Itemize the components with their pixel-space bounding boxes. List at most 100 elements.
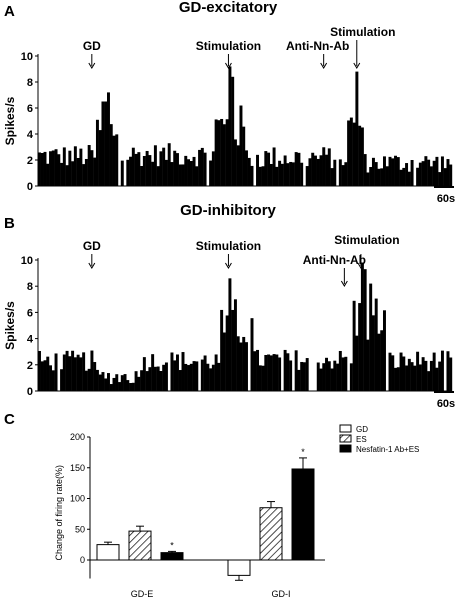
histogram-bar bbox=[319, 368, 323, 391]
histogram-bar bbox=[308, 158, 312, 186]
scale-bar-label: 60s bbox=[437, 193, 455, 205]
histogram-bar bbox=[399, 169, 403, 186]
histogram-bar bbox=[153, 366, 157, 391]
histogram-bar bbox=[38, 152, 41, 186]
histogram-bar bbox=[416, 167, 420, 186]
histogram-bar bbox=[231, 76, 235, 186]
histogram-bar bbox=[142, 357, 146, 391]
histogram-bar bbox=[341, 165, 345, 186]
y-tick-label: 4 bbox=[27, 129, 34, 141]
event-label: Anti-Nn-Ab bbox=[286, 39, 349, 53]
histogram-bar bbox=[104, 101, 108, 186]
histogram-bar bbox=[283, 155, 287, 186]
histogram-bar bbox=[347, 120, 351, 186]
histogram-bar bbox=[173, 150, 177, 186]
histogram-bar bbox=[239, 105, 243, 186]
histogram-bar bbox=[192, 361, 196, 391]
histogram-bar bbox=[344, 356, 348, 391]
event-arrow-head bbox=[88, 262, 96, 269]
histogram-bar bbox=[242, 126, 246, 186]
histogram-bar bbox=[156, 166, 160, 186]
y-tick-label: 4 bbox=[27, 334, 34, 346]
histogram-bar bbox=[278, 160, 282, 186]
histogram-bar bbox=[148, 367, 152, 391]
histogram-bar bbox=[371, 157, 375, 186]
histogram-bar bbox=[62, 354, 66, 391]
histogram-bar bbox=[104, 378, 108, 391]
histogram-bar bbox=[349, 117, 353, 186]
histogram-bar bbox=[90, 150, 94, 186]
histogram-bar bbox=[440, 156, 444, 186]
histogram-bar bbox=[305, 166, 309, 186]
panel-b-histogram: B GD-inhibitory 0 2 4 6 8 10 Spikes/s GD Stimulati… bbox=[3, 202, 455, 410]
histogram-bar bbox=[421, 357, 425, 391]
histogram-bar bbox=[187, 365, 190, 391]
legend-label: Nesfatin-1 Ab+ES bbox=[356, 445, 419, 454]
histogram-bar bbox=[123, 374, 127, 391]
histogram-bar bbox=[90, 350, 94, 391]
histogram-bar bbox=[200, 147, 204, 186]
histogram-bar bbox=[374, 162, 378, 186]
histogram-bar bbox=[164, 159, 168, 186]
histogram-bar bbox=[93, 362, 97, 391]
histogram-bar bbox=[176, 354, 179, 391]
histogram-bar bbox=[173, 360, 177, 391]
histogram-bar bbox=[145, 150, 149, 186]
histogram-bar bbox=[189, 161, 193, 186]
histogram-bar bbox=[68, 150, 72, 186]
histogram-bar bbox=[256, 349, 259, 391]
panel-c-bar-chart: C 0 50 100 150 200 Change of firing rate(%) GD-… bbox=[4, 411, 419, 599]
histogram-bar bbox=[418, 162, 422, 186]
histogram-bar bbox=[369, 167, 373, 186]
histogram-bar bbox=[440, 350, 444, 391]
histogram-bar bbox=[120, 375, 124, 391]
histogram-bar bbox=[176, 153, 179, 186]
histogram-bar bbox=[402, 167, 406, 186]
histogram-bar bbox=[407, 358, 411, 391]
histogram-bar bbox=[76, 354, 80, 391]
histogram-bar bbox=[222, 124, 226, 186]
histogram-bar bbox=[225, 119, 229, 186]
bar bbox=[96, 544, 120, 561]
histogram-bar bbox=[449, 164, 453, 186]
histogram-bar bbox=[283, 349, 287, 391]
histogram-bar bbox=[209, 368, 213, 391]
legend-label: GD bbox=[356, 425, 368, 434]
histogram-bar bbox=[101, 372, 105, 391]
histogram-bar bbox=[245, 150, 248, 186]
histogram-bar bbox=[148, 155, 152, 186]
histogram-bar bbox=[416, 351, 420, 391]
histogram-bar bbox=[432, 352, 436, 391]
event-arrow-head bbox=[340, 280, 348, 287]
histogram-bar bbox=[242, 336, 246, 391]
histogram-bar bbox=[178, 164, 182, 186]
histogram-bar bbox=[297, 369, 301, 391]
histogram-bar bbox=[432, 160, 436, 186]
histogram-bar bbox=[137, 376, 141, 391]
histogram-bar bbox=[264, 354, 268, 391]
x-tick-label: GD-E bbox=[131, 589, 154, 599]
histogram-bar bbox=[399, 352, 403, 391]
histogram-bar bbox=[43, 151, 47, 186]
histogram-bar bbox=[131, 382, 135, 391]
histogram-bar bbox=[377, 168, 381, 186]
histogram-bar bbox=[402, 356, 406, 391]
histogram-bar bbox=[206, 363, 210, 391]
histogram-bar bbox=[424, 360, 428, 391]
histogram-bar bbox=[195, 166, 199, 186]
histogram-bar bbox=[291, 162, 295, 186]
histogram-bar bbox=[355, 335, 359, 391]
histogram-bar bbox=[410, 362, 414, 391]
histogram-bar bbox=[327, 361, 331, 391]
histogram-bar bbox=[98, 130, 102, 186]
histogram-bar bbox=[236, 336, 240, 391]
panel-letter: C bbox=[4, 411, 15, 428]
histogram-bar bbox=[258, 365, 262, 391]
histogram-bar bbox=[112, 135, 116, 186]
histogram-bar bbox=[95, 119, 99, 186]
histogram-bar bbox=[181, 352, 185, 391]
histogram-bar bbox=[109, 124, 113, 186]
histogram-bar bbox=[253, 351, 257, 391]
histogram-bar bbox=[256, 154, 259, 186]
histogram-bar bbox=[189, 363, 193, 391]
